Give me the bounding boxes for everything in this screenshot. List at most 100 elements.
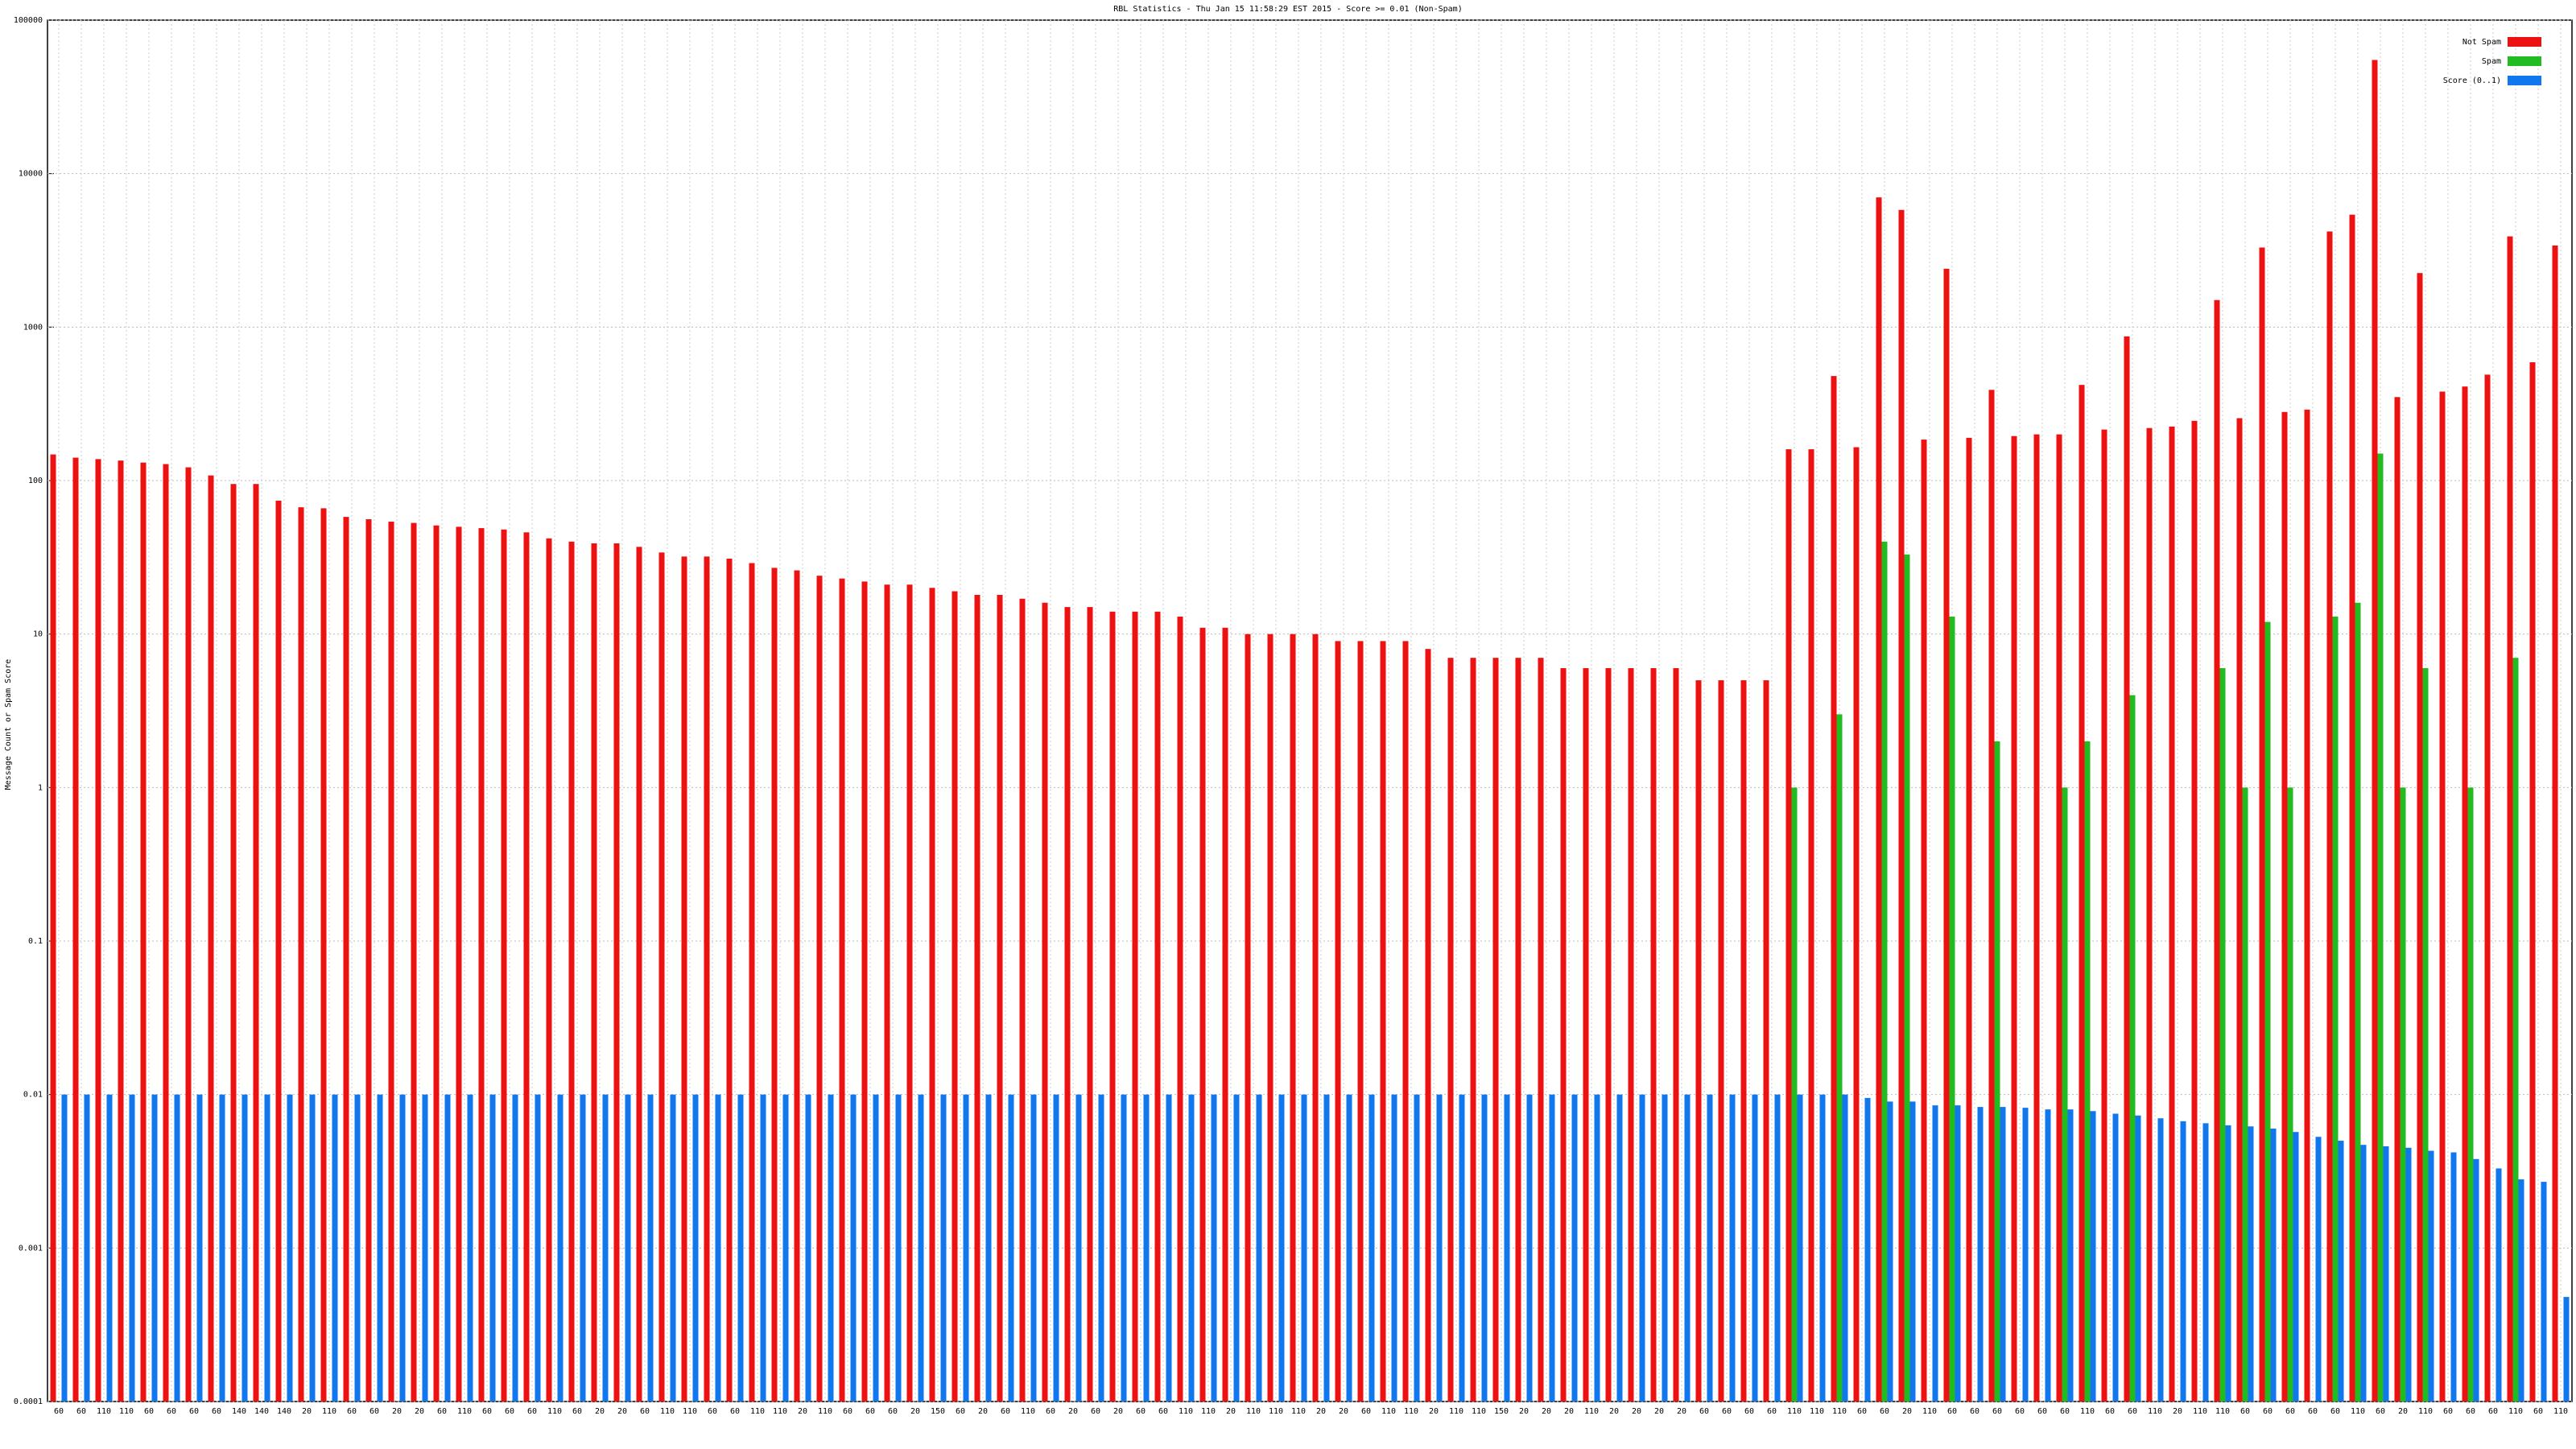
x-tick-label: 20 [1902,1407,1912,1416]
x-tick-label: 110 [750,1407,765,1416]
bar [1887,1101,1893,1402]
x-tick-label: 60 [2488,1407,2498,1416]
bar [737,1094,744,1402]
x-tick-label: 110 [683,1407,697,1416]
bar [1791,787,1798,1402]
bar [2281,411,2288,1402]
bar [264,1094,270,1402]
bar [782,1094,789,1402]
x-tick-label: 110 [2418,1407,2433,1416]
x-tick-label: 60 [2466,1407,2475,1416]
x-tick-label: 60 [708,1407,717,1416]
bar [1808,449,1814,1402]
bar [974,594,980,1402]
bar [2090,1111,2096,1402]
x-tick-label: 110 [1810,1407,1824,1416]
x-tick-label: 110 [1832,1407,1847,1416]
bar [2355,602,2361,1402]
bar [320,508,327,1402]
x-tick-label: 60 [2105,1407,2115,1416]
bar [2338,1141,2344,1402]
bar [828,1094,834,1402]
x-tick-label: 110 [1246,1407,1261,1416]
bar [1346,1094,1352,1402]
bar [332,1094,338,1402]
bar [2084,741,2091,1402]
bar [1988,390,1995,1402]
bar [2287,787,2293,1402]
bar [1267,634,1274,1402]
bar [1053,1094,1059,1402]
bar [1470,658,1476,1402]
y-tick-label: 0.0001 [14,1397,43,1406]
bar [2264,621,2271,1402]
x-tick-label: 20 [1677,1407,1686,1416]
plot-frame [47,19,2573,1402]
legend-swatch [2508,37,2541,47]
bar [1909,1101,1916,1402]
bar [726,558,733,1402]
x-tick-label: 60 [1992,1407,2002,1416]
bar [2496,1168,2502,1402]
x-tick-label: 60 [1699,1407,1709,1416]
bar [1864,1097,1871,1402]
bar [1583,667,1589,1402]
bar [1605,667,1612,1402]
bar [1391,1094,1397,1402]
x-tick-label: 110 [2148,1407,2162,1416]
bar [2225,1125,2231,1402]
bar [918,1094,924,1402]
bar [388,522,394,1402]
bar [2377,453,2384,1402]
bar [2541,1182,2547,1402]
bar [929,588,935,1402]
x-tick-label: 20 [1113,1407,1123,1416]
x-tick-label: 60 [865,1407,875,1416]
x-tick-label: 20 [1609,1407,1619,1416]
bar [2529,362,2536,1402]
x-tick-label: 110 [2508,1407,2523,1416]
x-tick-label: 60 [1767,1407,1777,1416]
bar [1752,1094,1758,1402]
bar [749,563,755,1402]
bar [1673,667,1679,1402]
x-tick-label: 20 [1339,1407,1348,1416]
bar [1030,1094,1037,1402]
x-tick-label: 60 [1947,1407,1957,1416]
x-tick-label: 60 [212,1407,221,1416]
bar [535,1094,541,1402]
x-tick-label: 110 [1472,1407,1486,1416]
x-tick-label: 60 [482,1407,492,1416]
x-tick-label: 20 [1654,1407,1664,1416]
bar [794,570,800,1402]
bar [2552,245,2558,1402]
bar [1955,1105,1961,1402]
bar [1425,649,1431,1402]
bar [591,543,597,1402]
x-tick-label: 110 [547,1407,562,1416]
bar [2507,236,2513,1402]
bar [208,475,214,1402]
bar [2372,60,2378,1402]
x-tick-label: 60 [956,1407,965,1416]
y-tick-label: 0.001 [19,1244,43,1253]
x-tick-label: 110 [2351,1407,2365,1416]
bar [354,1094,361,1402]
x-tick-label: 110 [1584,1407,1599,1416]
bar [1695,680,1702,1402]
bar [2259,247,2265,1402]
x-tick-label: 60 [1857,1407,1867,1416]
x-tick-label: 60 [1361,1407,1371,1416]
bar [365,519,372,1402]
bar [1549,1094,1555,1402]
x-tick-label: 110 [1922,1407,1937,1416]
bar [2428,1150,2434,1402]
bar [681,556,687,1402]
bar [489,1094,496,1402]
bar [2236,418,2243,1402]
bar [1662,1094,1668,1402]
bar [2022,1108,2029,1402]
bar [1538,658,1544,1402]
bar [760,1094,766,1402]
bar [1312,634,1319,1402]
